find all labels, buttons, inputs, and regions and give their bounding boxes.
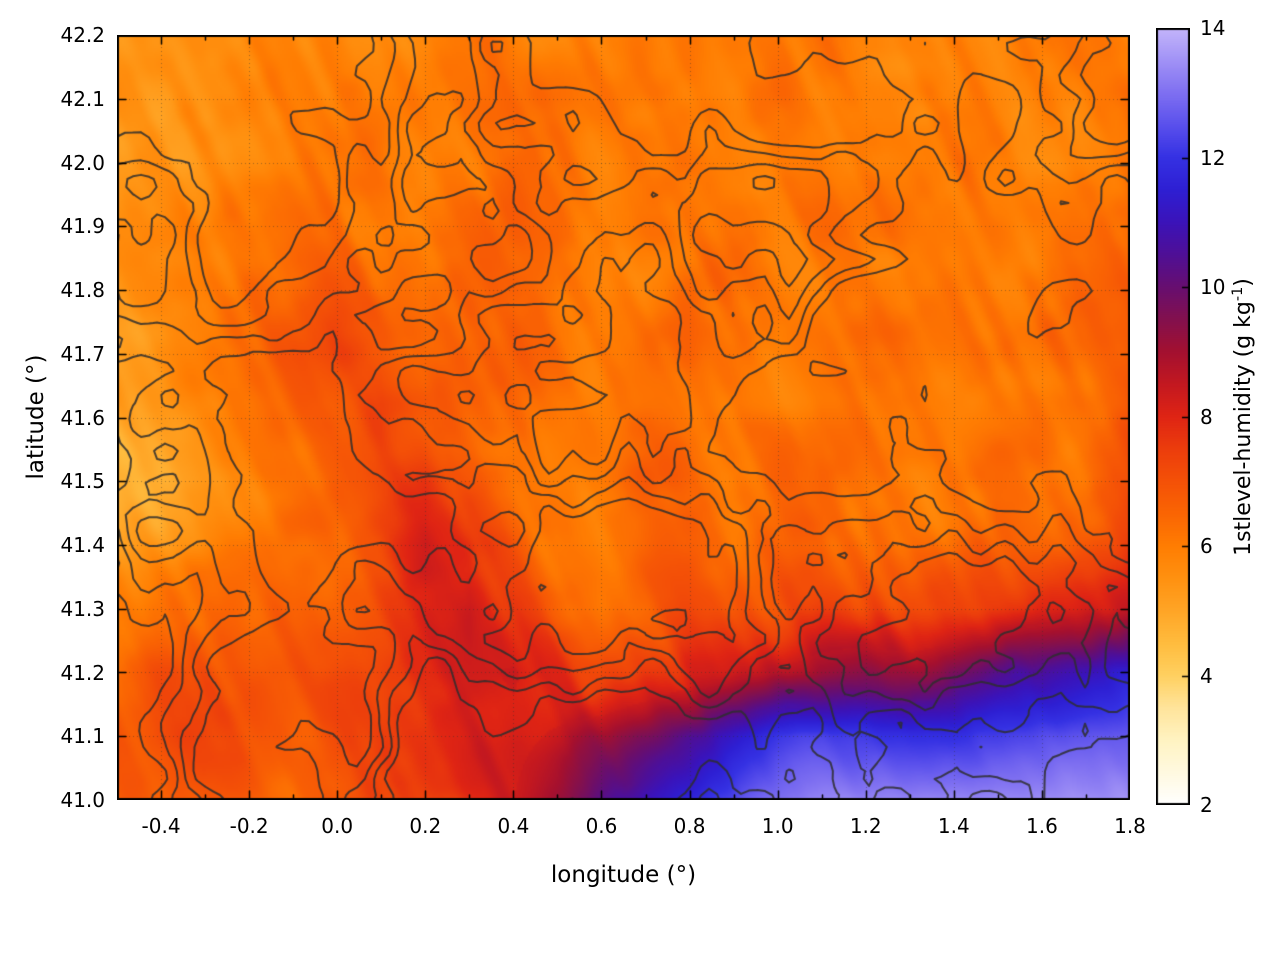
cb-tick-label: 6 bbox=[1200, 534, 1213, 558]
x-tick-label: 1.0 bbox=[761, 814, 794, 838]
x-tick-label: 0.0 bbox=[321, 814, 354, 838]
colorbar-title-text: 1stlevel-humidity (g kg bbox=[1231, 301, 1257, 556]
y-tick-label: 42.0 bbox=[60, 150, 105, 175]
x-tick-label: 0.6 bbox=[585, 814, 618, 838]
y-tick-label: 42.1 bbox=[60, 86, 105, 111]
cb-tick-label: 2 bbox=[1200, 793, 1213, 817]
x-tick-label: 1.6 bbox=[1026, 814, 1058, 838]
x-tick-label: 1.4 bbox=[937, 814, 970, 838]
y-tick-label: 41.1 bbox=[60, 724, 105, 749]
x-tick-label: 1.8 bbox=[1114, 814, 1146, 838]
y-tick-label: 41.3 bbox=[60, 596, 105, 621]
x-axis-title: longitude (°) bbox=[550, 862, 697, 888]
cb-tick-label: 14 bbox=[1200, 16, 1226, 40]
y-tick-label: 41.9 bbox=[60, 214, 105, 239]
cb-tick-label: 8 bbox=[1200, 404, 1213, 429]
x-tick-label: 1.2 bbox=[849, 814, 882, 838]
colorbar-title-close: ) bbox=[1231, 278, 1257, 287]
y-tick-label: 41.8 bbox=[60, 278, 105, 302]
y-tick-label: 42.2 bbox=[60, 23, 105, 47]
y-tick-label: 41.7 bbox=[60, 341, 105, 366]
colorbar-canvas bbox=[1156, 28, 1190, 805]
y-tick-label: 41.6 bbox=[60, 405, 105, 430]
y-tick-label: 41.0 bbox=[60, 788, 105, 812]
x-tick-label: -0.4 bbox=[141, 814, 181, 838]
cb-tick-label: 12 bbox=[1200, 145, 1226, 170]
y-axis-title: latitude (°) bbox=[23, 354, 49, 480]
contour-overlay-canvas bbox=[117, 35, 1130, 800]
y-tick-label: 41.2 bbox=[60, 660, 105, 685]
colorbar-title: 1stlevel-humidity (g kg-1) bbox=[1230, 278, 1256, 556]
x-tick-label: 0.4 bbox=[497, 814, 530, 838]
y-tick-label: 41.4 bbox=[60, 533, 105, 557]
x-tick-label: -0.2 bbox=[229, 814, 269, 838]
colorbar-title-superscript: -1 bbox=[1229, 286, 1246, 302]
cb-tick-label: 10 bbox=[1200, 275, 1226, 299]
x-tick-label: 0.2 bbox=[409, 814, 442, 838]
cb-tick-label: 4 bbox=[1200, 663, 1213, 688]
y-tick-label: 41.5 bbox=[60, 469, 105, 494]
x-tick-label: 0.8 bbox=[673, 814, 706, 838]
